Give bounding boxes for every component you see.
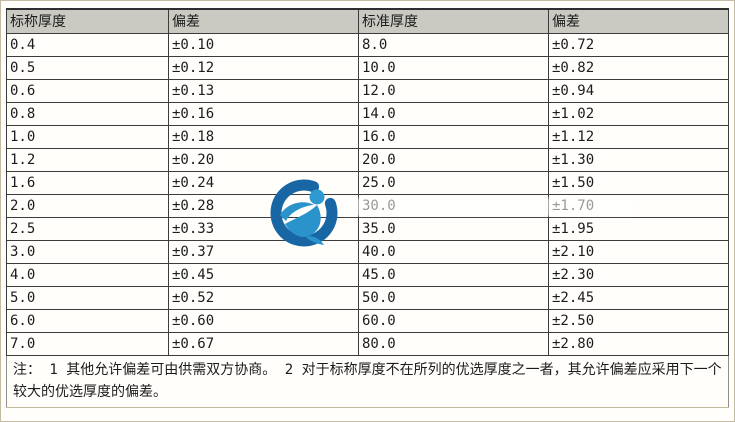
table-cell: ±1.70: [548, 193, 729, 218]
table-row: 3.0 ±0.37 40.0 ±2.10: [6, 239, 729, 264]
table-cell: ±0.37: [168, 239, 359, 264]
table-cell: 0.5: [6, 55, 169, 80]
table-cell: 8.0: [358, 32, 549, 57]
table-cell: ±0.82: [548, 55, 729, 80]
thickness-tolerance-table: 标称厚度 偏差 标准厚度 偏差 0.4 ±0.10 8.0 ±0.72 0.5 ±0.12 10.…: [6, 8, 729, 408]
column-header: 标称厚度: [6, 8, 169, 34]
table-cell: ±2.10: [548, 239, 729, 264]
table-cell: 7.0: [6, 331, 169, 356]
table-cell: 30.0: [358, 193, 549, 218]
table-cell: 50.0: [358, 285, 549, 310]
table-cell: ±0.12: [168, 55, 359, 80]
table-cell: ±0.33: [168, 216, 359, 241]
table-cell: 1.0: [6, 124, 169, 149]
table-cell: 20.0: [358, 147, 549, 172]
table-row: 1.6 ±0.24 25.0 ±1.50: [6, 170, 729, 195]
table-cell: 5.0: [6, 285, 169, 310]
table-cell: ±0.18: [168, 124, 359, 149]
table-cell: 16.0: [358, 124, 549, 149]
table-cell: 12.0: [358, 78, 549, 103]
table-cell: 14.0: [358, 101, 549, 126]
table-row: 4.0 ±0.45 45.0 ±2.30: [6, 262, 729, 287]
table-row: 7.0 ±0.67 80.0 ±2.80: [6, 331, 729, 356]
table-cell: ±0.45: [168, 262, 359, 287]
table-cell: ±0.94: [548, 78, 729, 103]
table-cell: 2.0: [6, 193, 169, 218]
table-cell: ±1.02: [548, 101, 729, 126]
table-row: 2.0 ±0.28 30.0 ±1.70: [6, 193, 729, 218]
table-cell: 80.0: [358, 331, 549, 356]
table-note-row: 注： 1 其他允许偏差可由供需双方协商。 2 对于标称厚度不在所列的优选厚度之一…: [6, 354, 729, 408]
table-row: 0.5 ±0.12 10.0 ±0.82: [6, 55, 729, 80]
table-cell: 6.0: [6, 308, 169, 333]
table-cell: 25.0: [358, 170, 549, 195]
table-cell: 0.8: [6, 101, 169, 126]
table-cell: ±0.13: [168, 78, 359, 103]
table-cell: 0.4: [6, 32, 169, 57]
table-cell: 4.0: [6, 262, 169, 287]
table-cell: ±1.50: [548, 170, 729, 195]
table-body: 0.4 ±0.10 8.0 ±0.72 0.5 ±0.12 10.0 ±0.82 0.6 ±0.1…: [6, 32, 729, 356]
table-row: 0.8 ±0.16 14.0 ±1.02: [6, 101, 729, 126]
table-cell: 35.0: [358, 216, 549, 241]
table-cell: ±2.80: [548, 331, 729, 356]
table-cell: ±1.95: [548, 216, 729, 241]
table-cell: ±1.12: [548, 124, 729, 149]
column-header: 标准厚度: [358, 8, 549, 34]
column-header: 偏差: [168, 8, 359, 34]
table-row: 5.0 ±0.52 50.0 ±2.45: [6, 285, 729, 310]
table-cell: 1.6: [6, 170, 169, 195]
table-cell: ±2.45: [548, 285, 729, 310]
table-cell: ±0.72: [548, 32, 729, 57]
table-cell: ±0.67: [168, 331, 359, 356]
table-header-row: 标称厚度 偏差 标准厚度 偏差: [6, 8, 729, 34]
table-cell: ±2.30: [548, 262, 729, 287]
table-cell: ±0.60: [168, 308, 359, 333]
table-row: 0.6 ±0.13 12.0 ±0.94: [6, 78, 729, 103]
table-cell: 1.2: [6, 147, 169, 172]
table-cell: ±0.28: [168, 193, 359, 218]
table-cell: ±0.20: [168, 147, 359, 172]
table-cell: ±0.10: [168, 32, 359, 57]
table-cell: 2.5: [6, 216, 169, 241]
table-cell: ±0.16: [168, 101, 359, 126]
table-cell: ±1.30: [548, 147, 729, 172]
table-cell: ±0.24: [168, 170, 359, 195]
table-cell: 45.0: [358, 262, 549, 287]
table-cell: ±0.52: [168, 285, 359, 310]
table-cell: 40.0: [358, 239, 549, 264]
table-cell: 3.0: [6, 239, 169, 264]
table-cell: 10.0: [358, 55, 549, 80]
table-note: 注： 1 其他允许偏差可由供需双方协商。 2 对于标称厚度不在所列的优选厚度之一…: [6, 354, 729, 408]
column-header: 偏差: [548, 8, 729, 34]
table-row: 1.2 ±0.20 20.0 ±1.30: [6, 147, 729, 172]
table-row: 1.0 ±0.18 16.0 ±1.12: [6, 124, 729, 149]
table-cell: ±2.50: [548, 308, 729, 333]
table-row: 0.4 ±0.10 8.0 ±0.72: [6, 32, 729, 57]
table-row: 2.5 ±0.33 35.0 ±1.95: [6, 216, 729, 241]
table-cell: 60.0: [358, 308, 549, 333]
table-row: 6.0 ±0.60 60.0 ±2.50: [6, 308, 729, 333]
table-cell: 0.6: [6, 78, 169, 103]
